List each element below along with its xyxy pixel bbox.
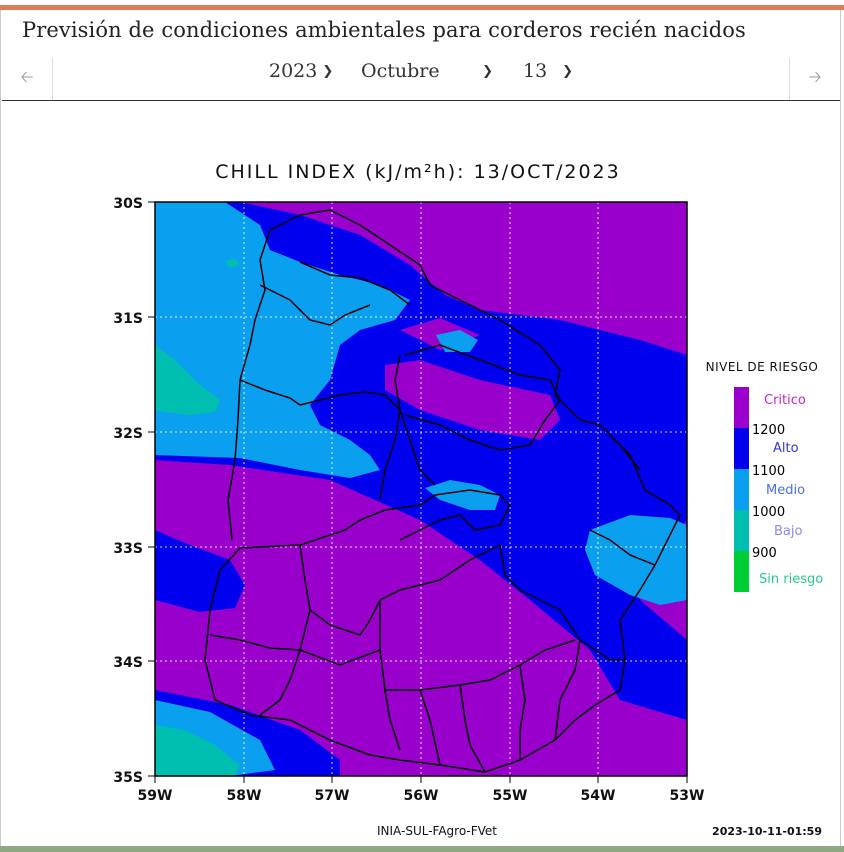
political-boundaries	[204, 209, 681, 773]
lon-label: 59W	[138, 788, 173, 804]
legend-swatch-bajo	[734, 510, 749, 551]
lon-label: 53W	[670, 788, 705, 804]
lon-label: 58W	[227, 788, 262, 804]
prev-day-button[interactable]: 🡠	[2, 58, 53, 100]
day-value: 13	[523, 60, 548, 82]
legend-level-label: Sin riesgo	[759, 572, 823, 587]
legend-level-label: Critico	[764, 393, 806, 408]
legend-threshold: 1000	[752, 505, 785, 520]
lat-label: 35S	[113, 770, 143, 786]
month-value: Octubre	[361, 60, 440, 82]
top-accent-bar	[0, 5, 844, 10]
legend-level-label: Medio	[766, 483, 805, 498]
lat-label: 32S	[113, 426, 143, 442]
risk-legend: NIVEL DE RIESGO Critico 1200 Alto 1100 M…	[706, 360, 823, 592]
lon-label: 54W	[581, 788, 616, 804]
page-title: Previsión de condiciones ambientales par…	[22, 18, 746, 42]
legend-swatch-alto	[734, 428, 749, 469]
year-select[interactable]: 2023 ❯	[269, 58, 333, 84]
legend-swatch-sin-riesgo	[734, 551, 749, 592]
lat-label: 33S	[113, 541, 143, 557]
legend-threshold: 1100	[752, 464, 785, 479]
lat-label: 34S	[113, 655, 143, 671]
latitude-axis: 30S 31S 32S 33S 34S 35S	[113, 196, 143, 786]
legend-swatch-critico	[734, 387, 749, 428]
source-credit: INIA-SUL-FAgro-FVet	[377, 824, 497, 838]
lat-label: 31S	[113, 311, 143, 327]
bottom-accent-bar	[0, 846, 844, 852]
map-gridlines	[155, 202, 687, 776]
lon-label: 56W	[404, 788, 439, 804]
arrow-right-icon: 🡢	[808, 66, 822, 86]
legend-swatch-medio	[734, 469, 749, 510]
legend-threshold: 900	[752, 546, 777, 561]
chevron-down-icon: ❯	[322, 63, 334, 79]
lon-label: 55W	[493, 788, 528, 804]
chevron-down-icon: ❯	[562, 63, 573, 79]
legend-level-label: Bajo	[774, 524, 802, 539]
frame-right-border	[840, 10, 841, 850]
next-day-button[interactable]: 🡢	[789, 58, 840, 100]
lon-label: 57W	[315, 788, 350, 804]
latitude-ticks	[148, 201, 688, 783]
arrow-left-icon: 🡠	[20, 66, 34, 86]
generated-timestamp: 2023-10-11-01:59	[712, 825, 822, 838]
chevron-down-icon: ❯	[482, 63, 493, 79]
map-title: CHILL INDEX (kJ/m²h): 13/OCT/2023	[215, 161, 620, 183]
day-select[interactable]: 13 ❯	[523, 58, 573, 84]
legend-title: NIVEL DE RIESGO	[706, 360, 819, 374]
year-value: 2023	[269, 60, 318, 82]
lat-label: 30S	[113, 196, 143, 212]
legend-threshold: 1200	[752, 423, 785, 438]
month-select[interactable]: Octubre ❯	[361, 58, 493, 84]
longitude-axis: 59W 58W 57W 56W 55W 54W 53W	[138, 788, 705, 804]
legend-level-label: Alto	[773, 441, 799, 456]
frame-left-border	[0, 10, 1, 850]
date-navigation: 🡠 2023 ❯ Octubre ❯ 13 ❯ 🡢	[2, 58, 840, 101]
